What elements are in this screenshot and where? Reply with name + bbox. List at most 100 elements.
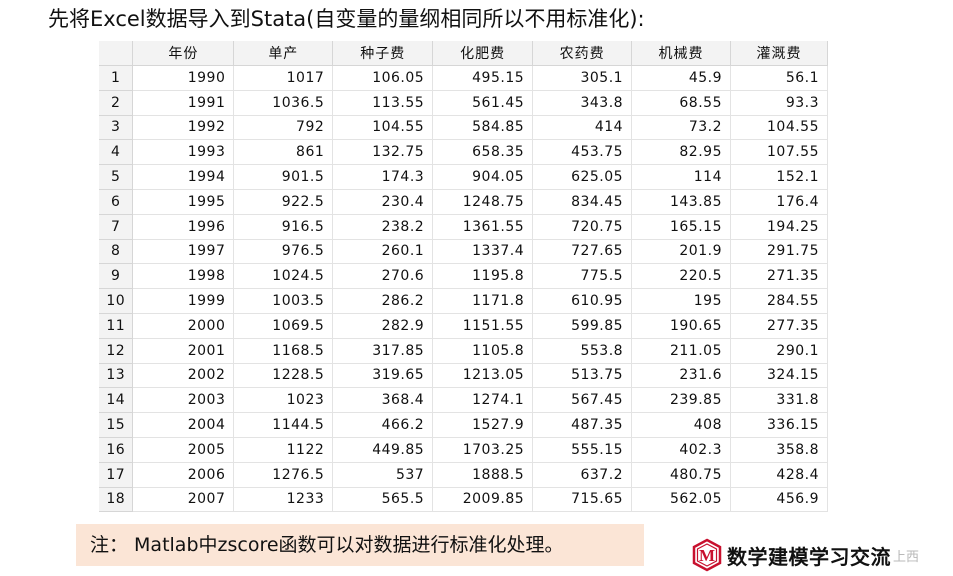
- row-number[interactable]: 17: [99, 462, 134, 488]
- table-cell[interactable]: 107.55: [730, 139, 828, 166]
- table-cell[interactable]: 453.75: [532, 139, 633, 166]
- table-cell[interactable]: 2006: [132, 462, 235, 488]
- table-cell[interactable]: 553.8: [532, 338, 633, 364]
- table-cell[interactable]: 56.1: [730, 65, 828, 91]
- row-number[interactable]: 18: [99, 487, 134, 513]
- table-cell[interactable]: 449.85: [332, 437, 434, 463]
- table-cell[interactable]: 901.5: [233, 164, 334, 190]
- column-header[interactable]: 年份: [132, 41, 235, 66]
- table-cell[interactable]: 211.05: [631, 338, 731, 364]
- table-cell[interactable]: 132.75: [332, 139, 434, 166]
- table-cell[interactable]: 220.5: [631, 263, 731, 290]
- table-cell[interactable]: 537: [332, 462, 434, 488]
- row-number[interactable]: 9: [99, 263, 134, 290]
- row-number[interactable]: 16: [99, 437, 134, 463]
- table-cell[interactable]: 1248.75: [432, 189, 534, 215]
- table-cell[interactable]: 637.2: [532, 462, 633, 488]
- row-number[interactable]: 12: [99, 338, 134, 364]
- table-cell[interactable]: 775.5: [532, 263, 633, 290]
- table-cell[interactable]: 331.8: [730, 387, 828, 414]
- table-cell[interactable]: 93.3: [730, 90, 828, 116]
- table-cell[interactable]: 1023: [233, 387, 334, 414]
- table-cell[interactable]: 834.45: [532, 189, 633, 215]
- table-cell[interactable]: 1195.8: [432, 263, 534, 290]
- row-number[interactable]: 15: [99, 412, 134, 438]
- table-cell[interactable]: 904.05: [432, 164, 534, 190]
- table-row[interactable]: 8 1997 976.5 260.1 1337.4 727.65 201.9 291.75: [99, 239, 828, 265]
- table-cell[interactable]: 114: [631, 164, 731, 190]
- corner-cell[interactable]: [99, 41, 134, 66]
- table-cell[interactable]: 1144.5: [233, 412, 334, 438]
- table-cell[interactable]: 282.9: [332, 313, 434, 339]
- table-cell[interactable]: 190.65: [631, 313, 731, 339]
- table-cell[interactable]: 176.4: [730, 189, 828, 215]
- table-cell[interactable]: 68.55: [631, 90, 731, 116]
- table-cell[interactable]: 1069.5: [233, 313, 334, 339]
- table-cell[interactable]: 324.15: [730, 363, 828, 389]
- column-header[interactable]: 单产: [233, 41, 334, 66]
- table-cell[interactable]: 1994: [132, 164, 235, 190]
- table-cell[interactable]: 861: [233, 139, 334, 166]
- table-cell[interactable]: 195: [631, 288, 731, 314]
- table-cell[interactable]: 408: [631, 412, 731, 438]
- table-cell[interactable]: 599.85: [532, 313, 633, 339]
- row-number[interactable]: 13: [99, 363, 134, 389]
- table-cell[interactable]: 1151.55: [432, 313, 534, 339]
- table-cell[interactable]: 2002: [132, 363, 235, 389]
- column-header[interactable]: 种子费: [332, 41, 434, 66]
- table-cell[interactable]: 428.4: [730, 462, 828, 488]
- table-cell[interactable]: 1703.25: [432, 437, 534, 463]
- table-cell[interactable]: 143.85: [631, 189, 731, 215]
- table-cell[interactable]: 2007: [132, 487, 235, 513]
- table-cell[interactable]: 2005: [132, 437, 235, 463]
- table-cell[interactable]: 1122: [233, 437, 334, 463]
- table-cell[interactable]: 561.45: [432, 90, 534, 116]
- table-cell[interactable]: 104.55: [332, 115, 434, 141]
- table-row[interactable]: 3 1992 792 104.55 584.85 414 73.2 104.55: [99, 115, 828, 141]
- table-cell[interactable]: 230.4: [332, 189, 434, 215]
- table-row[interactable]: 10 1999 1003.5 286.2 1171.8 610.95 195 284.55: [99, 288, 828, 314]
- row-number[interactable]: 11: [99, 313, 134, 339]
- table-cell[interactable]: 239.85: [631, 387, 731, 414]
- table-row[interactable]: 12 2001 1168.5 317.85 1105.8 553.8 211.05 290.1: [99, 338, 828, 364]
- table-cell[interactable]: 238.2: [332, 214, 434, 240]
- table-row[interactable]: 13 2002 1228.5 319.65 1213.05 513.75 231.6 324.…: [99, 363, 828, 389]
- table-cell[interactable]: 792: [233, 115, 334, 141]
- table-cell[interactable]: 1168.5: [233, 338, 334, 364]
- table-cell[interactable]: 1990: [132, 65, 235, 91]
- table-row[interactable]: 7 1996 916.5 238.2 1361.55 720.75 165.15 194.25: [99, 214, 828, 240]
- table-cell[interactable]: 45.9: [631, 65, 731, 91]
- table-cell[interactable]: 368.4: [332, 387, 434, 414]
- table-cell[interactable]: 336.15: [730, 412, 828, 438]
- table-row[interactable]: 9 1998 1024.5 270.6 1195.8 775.5 220.5 271.35: [99, 263, 828, 290]
- table-cell[interactable]: 727.65: [532, 239, 633, 265]
- row-number[interactable]: 10: [99, 288, 134, 314]
- table-cell[interactable]: 456.9: [730, 487, 828, 513]
- table-cell[interactable]: 1337.4: [432, 239, 534, 265]
- table-cell[interactable]: 2001: [132, 338, 235, 364]
- table-row[interactable]: 2 1991 1036.5 113.55 561.45 343.8 68.55 93.3: [99, 90, 828, 116]
- table-cell[interactable]: 1274.1: [432, 387, 534, 414]
- table-cell[interactable]: 73.2: [631, 115, 731, 141]
- table-cell[interactable]: 1233: [233, 487, 334, 513]
- table-cell[interactable]: 625.05: [532, 164, 633, 190]
- table-cell[interactable]: 290.1: [730, 338, 828, 364]
- table-cell[interactable]: 1996: [132, 214, 235, 240]
- table-cell[interactable]: 1992: [132, 115, 235, 141]
- table-cell[interactable]: 271.35: [730, 263, 828, 290]
- table-cell[interactable]: 2000: [132, 313, 235, 339]
- table-row[interactable]: 1 1990 1017 106.05 495.15 305.1 45.9 56.1: [99, 65, 828, 91]
- table-row[interactable]: 14 2003 1023 368.4 1274.1 567.45 239.85 331.8: [99, 387, 828, 414]
- table-cell[interactable]: 1361.55: [432, 214, 534, 240]
- table-cell[interactable]: 317.85: [332, 338, 434, 364]
- table-cell[interactable]: 562.05: [631, 487, 731, 513]
- table-cell[interactable]: 194.25: [730, 214, 828, 240]
- table-cell[interactable]: 715.65: [532, 487, 633, 513]
- table-cell[interactable]: 976.5: [233, 239, 334, 265]
- table-row[interactable]: 4 1993 861 132.75 658.35 453.75 82.95 107.55: [99, 139, 828, 166]
- row-number[interactable]: 8: [99, 239, 134, 265]
- table-cell[interactable]: 1993: [132, 139, 235, 166]
- table-cell[interactable]: 1991: [132, 90, 235, 116]
- row-number[interactable]: 7: [99, 214, 134, 240]
- row-number[interactable]: 2: [99, 90, 134, 116]
